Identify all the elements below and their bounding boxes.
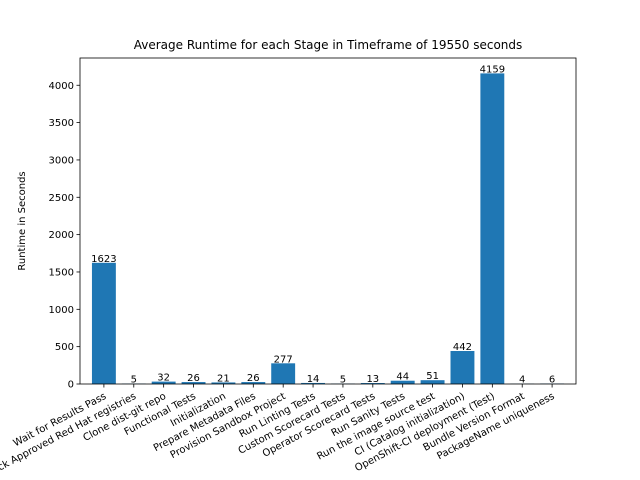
bar — [91, 262, 116, 384]
data-label: 13 — [366, 374, 379, 385]
bar — [480, 73, 505, 384]
bar — [151, 381, 176, 384]
data-label: 14 — [307, 374, 320, 385]
data-label: 4 — [519, 375, 525, 386]
bar — [301, 382, 326, 384]
data-label: 442 — [453, 342, 472, 353]
bar — [450, 350, 475, 384]
data-label: 5 — [131, 375, 137, 386]
data-label: 6 — [549, 375, 555, 386]
y-tick-label: 500 — [55, 342, 74, 353]
bar — [390, 380, 415, 384]
y-tick-label: 0 — [68, 380, 74, 391]
bar — [181, 382, 206, 384]
bar — [360, 383, 385, 384]
data-label: 44 — [396, 372, 409, 383]
data-label: 26 — [187, 373, 200, 384]
y-tick-label: 3000 — [49, 155, 74, 166]
y-tick-label: 3500 — [49, 118, 74, 129]
data-label: 4159 — [480, 64, 505, 75]
y-tick-label: 1500 — [49, 267, 74, 278]
plot-frame — [79, 57, 577, 385]
y-tick-label: 2000 — [49, 230, 74, 241]
data-label: 277 — [274, 354, 293, 365]
y-tick-label: 1000 — [49, 305, 74, 316]
chart-title: Average Runtime for each Stage in Timefr… — [134, 38, 523, 52]
data-label: 1623 — [91, 254, 116, 265]
y-axis-label: Runtime in Seconds — [17, 171, 28, 270]
data-label: 26 — [247, 373, 260, 384]
bar — [271, 363, 296, 384]
data-label: 32 — [157, 373, 170, 384]
y-tick-label: 2500 — [49, 193, 74, 204]
bar — [211, 382, 236, 384]
data-label: 51 — [426, 371, 439, 382]
data-label: 5 — [340, 375, 346, 386]
data-label: 21 — [217, 373, 230, 384]
bar — [420, 380, 445, 384]
bar — [241, 382, 266, 384]
y-tick-label: 4000 — [49, 81, 74, 92]
